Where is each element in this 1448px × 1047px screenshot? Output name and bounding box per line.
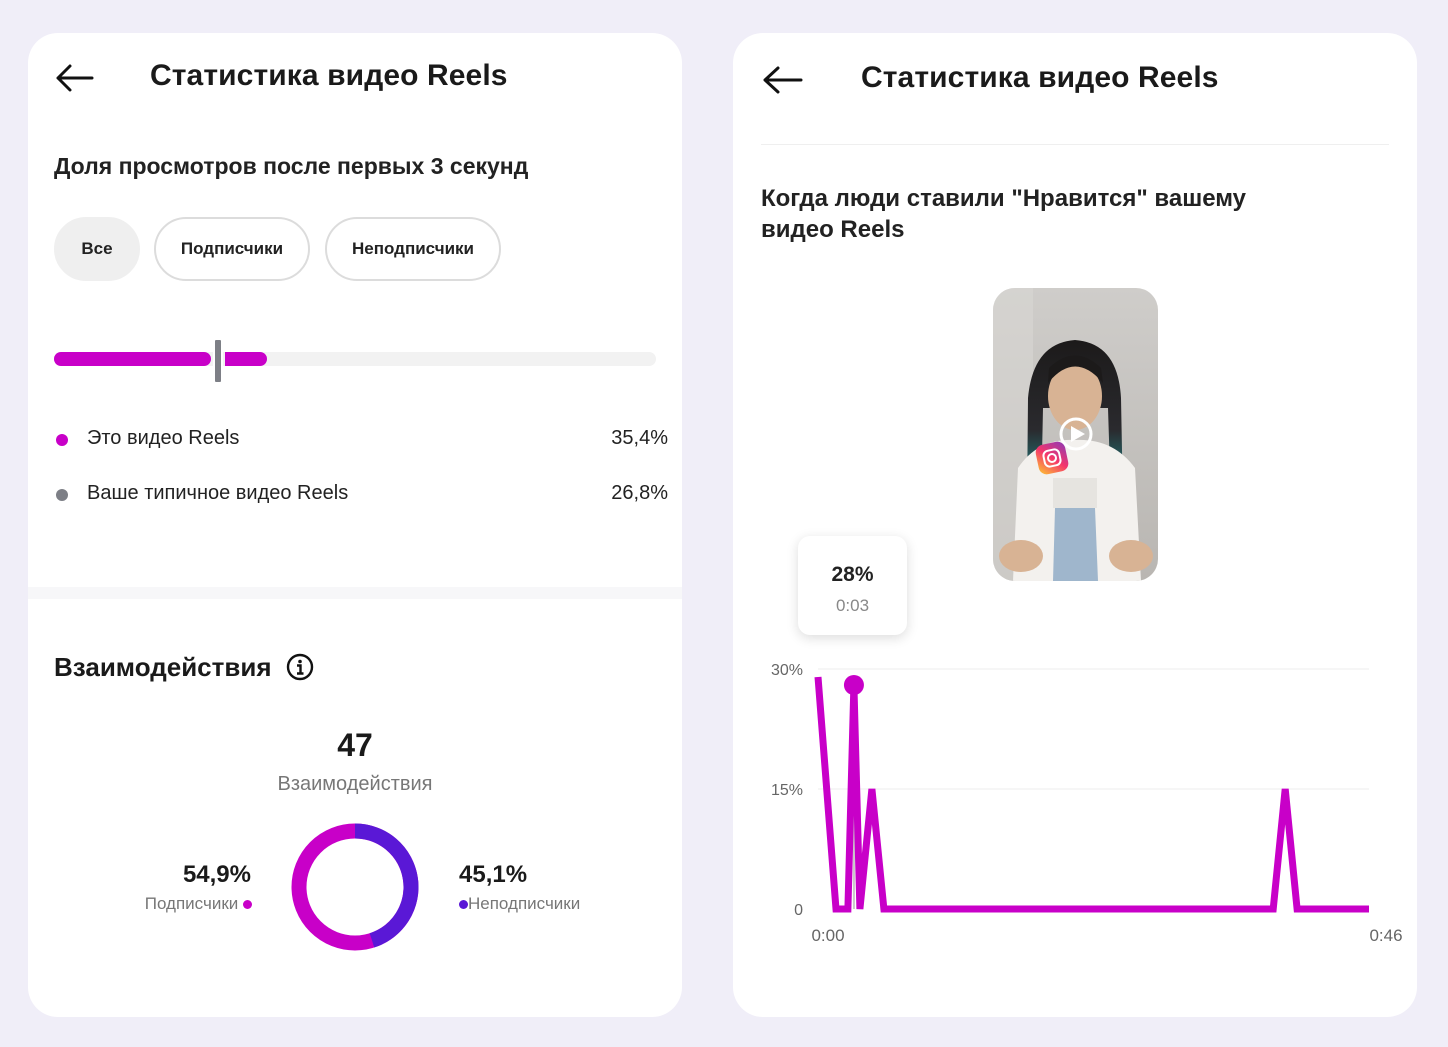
interactions-total-label: Взаимодействия (277, 773, 433, 795)
typical-reel-marker (212, 338, 223, 384)
y-tick-label: 30% (771, 662, 803, 679)
legend-value: 26,8% (611, 482, 668, 504)
x-tick-label: 0:46 (1369, 926, 1402, 945)
likes-heading: Когда люди ставили "Нравится" вашему вид… (761, 185, 1247, 243)
legend-label: Ваше типичное видео Reels (87, 482, 349, 504)
chart-tooltip: 28% 0:03 (798, 536, 907, 635)
followers-percent: 54,9% (182, 861, 251, 888)
page-title: Статистика видео Reels (150, 59, 508, 92)
likes-card: Статистика видео Reels Когда люди ставил… (733, 33, 1417, 1017)
legend-value: 35,4% (611, 427, 668, 449)
filter-non-followers-button[interactable]: Неподписчики (325, 217, 501, 281)
this-reel-dot-icon (56, 434, 68, 446)
retention-bar-fill (54, 352, 211, 366)
donut-non-followers-segment (354, 823, 419, 948)
reel-thumbnail[interactable] (993, 288, 1158, 581)
highlight-point (843, 675, 864, 695)
legend-this-reel: Это видео Reels 35,4% (54, 425, 668, 455)
legend-typical-reel: Ваше типичное видео Reels 26,8% (54, 480, 668, 510)
y-tick-label: 0 (794, 902, 803, 919)
non-followers-label: Неподписчики (468, 894, 581, 913)
tooltip-value: 28% (831, 563, 874, 586)
non-followers-label-row: Неподписчики (459, 894, 580, 914)
interactions-heading: Взаимодействия (54, 652, 272, 682)
interactions-total: 47 (337, 727, 373, 763)
non-followers-percent: 45,1% (459, 861, 528, 888)
followers-dot-icon (243, 900, 252, 910)
followers-label: Подписчики (144, 894, 239, 913)
retention-bar-fill-end (224, 352, 268, 366)
filter-all-button[interactable]: Все (54, 217, 140, 281)
retention-card: Статистика видео Reels Доля просмотров п… (28, 33, 682, 1017)
section-divider (28, 587, 682, 599)
back-arrow-icon[interactable] (761, 65, 803, 95)
non-followers-dot-icon (459, 900, 468, 910)
back-arrow-icon[interactable] (54, 63, 94, 93)
filter-followers-button[interactable]: Подписчики (154, 217, 310, 281)
legend-label: Это видео Reels (87, 427, 240, 449)
tooltip-time: 0:03 (835, 596, 870, 615)
typical-reel-dot-icon (56, 489, 68, 501)
likes-line-chart: 0 15% 30% 0:00 0:46 (771, 662, 1403, 945)
page-title: Статистика видео Reels (861, 61, 1219, 94)
x-tick-label: 0:00 (811, 926, 844, 945)
info-icon[interactable] (286, 653, 314, 681)
followers-label-row: Подписчики (145, 894, 252, 914)
interactions-donut-chart (291, 823, 419, 951)
likes-series-line (814, 676, 1369, 913)
header-divider (761, 144, 1389, 145)
y-tick-label: 15% (771, 782, 803, 799)
retention-heading: Доля просмотров после первых 3 секунд (54, 153, 529, 179)
